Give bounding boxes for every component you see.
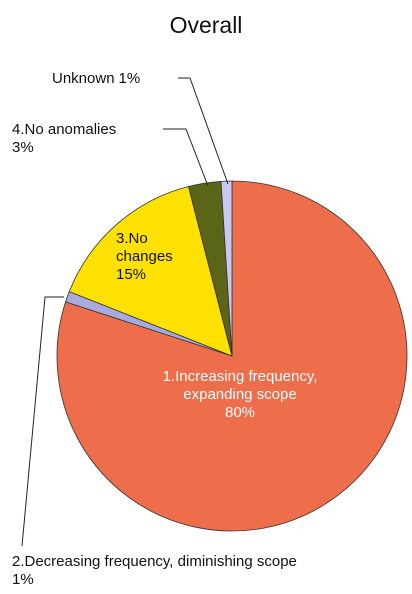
slice-label: 2.Decreasing frequency, diminishing scop…	[12, 553, 412, 589]
leader-line	[163, 128, 209, 187]
slice-label: 4.No anomalies 3%	[12, 121, 172, 157]
value-label: 3%	[12, 139, 34, 156]
leader-line	[21, 296, 64, 547]
chart-title: Overall	[169, 12, 243, 38]
value-label: 1%	[118, 70, 141, 87]
value-label: 80%	[224, 404, 256, 421]
leader-lines	[21, 77, 229, 547]
category-label: 3.No changes	[116, 230, 173, 265]
leader-line	[178, 77, 229, 185]
pie-slice	[68, 186, 233, 357]
slice-label: 1.Increasing frequency, expanding scope 8…	[140, 368, 340, 422]
slice-label: Unknown 1%	[52, 70, 192, 88]
value-label: 1%	[12, 571, 34, 588]
slice-label: 3.No changes 15%	[116, 230, 178, 284]
category-label: 4.No anomalies	[12, 121, 117, 138]
category-label: 1.Increasing frequency, expanding scope	[162, 368, 318, 403]
value-label: 15%	[116, 266, 147, 283]
category-label: Unknown	[52, 70, 115, 87]
category-label: 2.Decreasing frequency, diminishing scop…	[12, 553, 297, 570]
